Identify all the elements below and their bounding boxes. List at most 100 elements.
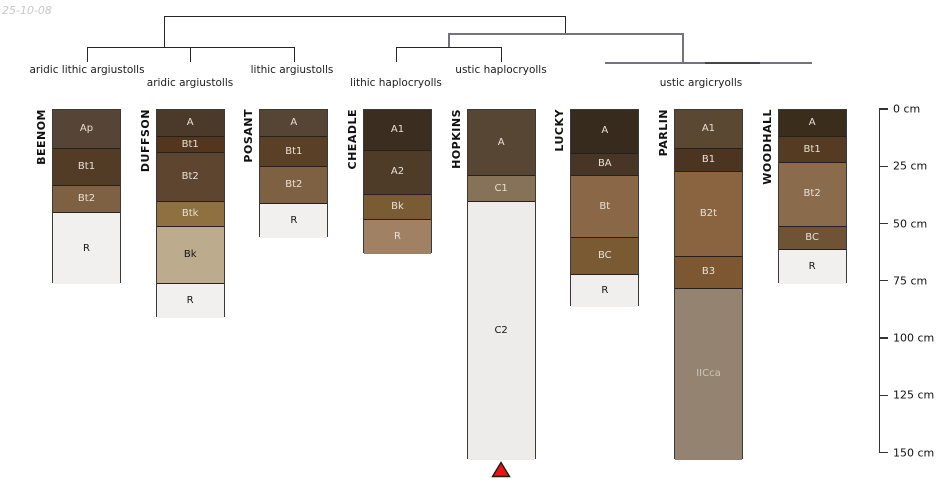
horizon-label: B3 (701, 266, 716, 278)
horizon-bk: Bk (156, 226, 224, 284)
profile-column-parlin: A1 B1 B2t B3 IICca (673, 109, 743, 461)
horizon-bk: Bk (363, 194, 431, 220)
depth-tick-label: 150 cm (893, 446, 935, 459)
horizon-a2: A2 (363, 151, 431, 195)
depth-tick-label: 0 cm (893, 102, 921, 116)
horizon-r: R (53, 213, 120, 284)
profile-column-lucky: A BA Bt BC R (570, 109, 640, 307)
classification-label: lithic haplocryolls (350, 77, 442, 89)
horizon-bt1: Bt1 (260, 137, 328, 168)
horizon-label: A (601, 125, 609, 137)
horizon-label: R (186, 295, 194, 307)
horizon-ap: Ap (53, 110, 120, 149)
horizon-bc: BC (571, 238, 639, 275)
horizon-label: A2 (390, 166, 405, 178)
sample-marker-triangle-icon (491, 461, 511, 478)
horizon-bt1: Bt1 (53, 148, 120, 186)
horizon-label: R (83, 242, 90, 254)
depth-tick (879, 165, 888, 167)
horizon-b3: B3 (674, 256, 742, 289)
horizon-label: A1 (701, 122, 716, 134)
horizon-bt2: Bt2 (260, 167, 328, 204)
profile-column-duffson: A Bt1 Bt2 Btk Bk R (155, 109, 225, 319)
horizon-label: B2t (699, 207, 718, 219)
dendrogram-segment (164, 16, 565, 18)
horizon-a1: A1 (363, 110, 431, 152)
horizon-label: Bt1 (285, 145, 303, 157)
horizon-a: A (156, 110, 224, 138)
depth-tick (879, 108, 888, 110)
horizon-label: C1 (494, 182, 508, 194)
dendrogram-segment (448, 33, 450, 47)
horizon-a: A (467, 110, 535, 177)
profile-column-posant: A Bt1 Bt2 R (259, 109, 329, 239)
depth-tick (879, 394, 888, 396)
horizon-label: A (808, 117, 816, 129)
horizon-label: Bt (599, 200, 611, 212)
horizon-label: Btk (181, 207, 199, 219)
horizon-label: Bt2 (285, 179, 303, 191)
horizon-label: Ap (79, 122, 94, 134)
horizon-bt2: Bt2 (778, 162, 846, 227)
timestamp: 25-10-08 (2, 4, 52, 17)
horizon-c2: C2 (467, 201, 535, 461)
horizon-bt1: Bt1 (778, 137, 846, 163)
depth-tick-label: 75 cm (893, 274, 928, 288)
horizon-label: Bt1 (181, 138, 199, 150)
horizon-a: A (571, 110, 639, 154)
horizon-btk: Btk (156, 201, 224, 227)
depth-tick-label: 100 cm (893, 331, 935, 345)
horizon-a: A (260, 110, 328, 138)
profile-column-cheadle: A1 A2 Bk R (362, 109, 432, 255)
horizon-bt: Bt (571, 176, 639, 239)
classification-label: ustic haplocryolls (455, 64, 547, 76)
depth-tick-label: 25 cm (893, 159, 928, 173)
horizon-label: R (601, 284, 609, 296)
horizon-bt2: Bt2 (156, 153, 224, 202)
dendrogram-segment (87, 47, 89, 62)
horizon-r: R (363, 219, 431, 255)
dendrogram-segment (705, 62, 760, 64)
horizon-label: IICca (696, 368, 721, 380)
horizon-label: C2 (494, 324, 508, 336)
dendrogram-segment (565, 16, 567, 33)
horizon-b1: B1 (674, 148, 742, 172)
profile-name-label: POSANT (242, 109, 256, 163)
horizon-label: Bt2 (181, 171, 199, 183)
horizon-label: BC (805, 231, 819, 243)
depth-tick-label: 125 cm (893, 388, 935, 402)
profile-name-label: WOODHALL (760, 109, 774, 185)
horizon-label: B1 (701, 153, 716, 165)
depth-tick (879, 337, 888, 339)
profile-name-label: HOPKINS (449, 109, 463, 169)
profile-column-beenom: Ap Bt1 Bt2 R (52, 109, 121, 284)
horizon-label: A (290, 117, 298, 129)
horizon-r: R (778, 249, 846, 284)
horizon-bt1: Bt1 (156, 137, 224, 154)
horizon-iicca: IICca (674, 288, 742, 461)
profile-name-label: CHEADLE (345, 109, 359, 170)
profile-name-label: DUFFSON (138, 109, 152, 173)
horizon-label: Bk (183, 248, 197, 260)
horizon-label: Bt1 (77, 160, 96, 172)
horizon-bt2: Bt2 (53, 185, 120, 214)
depth-tick (879, 280, 888, 282)
dendrogram-segment (396, 47, 501, 49)
horizon-label: A (186, 117, 194, 129)
horizon-label: Bt1 (803, 143, 821, 155)
depth-tick (879, 451, 888, 454)
dendrogram-segment (682, 33, 684, 62)
horizon-label: R (808, 260, 816, 272)
dendrogram-segment (190, 47, 192, 62)
dendrogram-segment (448, 33, 682, 35)
classification-label: ustic argicryolls (659, 77, 743, 89)
profile-name-label: LUCKY (553, 109, 567, 152)
horizon-label: R (290, 215, 298, 227)
depth-tick (879, 222, 888, 225)
classification-label: lithic argiustolls (250, 64, 334, 76)
profile-name-label: BEENOM (35, 109, 48, 165)
horizon-r: R (156, 284, 224, 319)
dendrogram-segment (396, 47, 398, 62)
horizon-r: R (260, 203, 328, 239)
